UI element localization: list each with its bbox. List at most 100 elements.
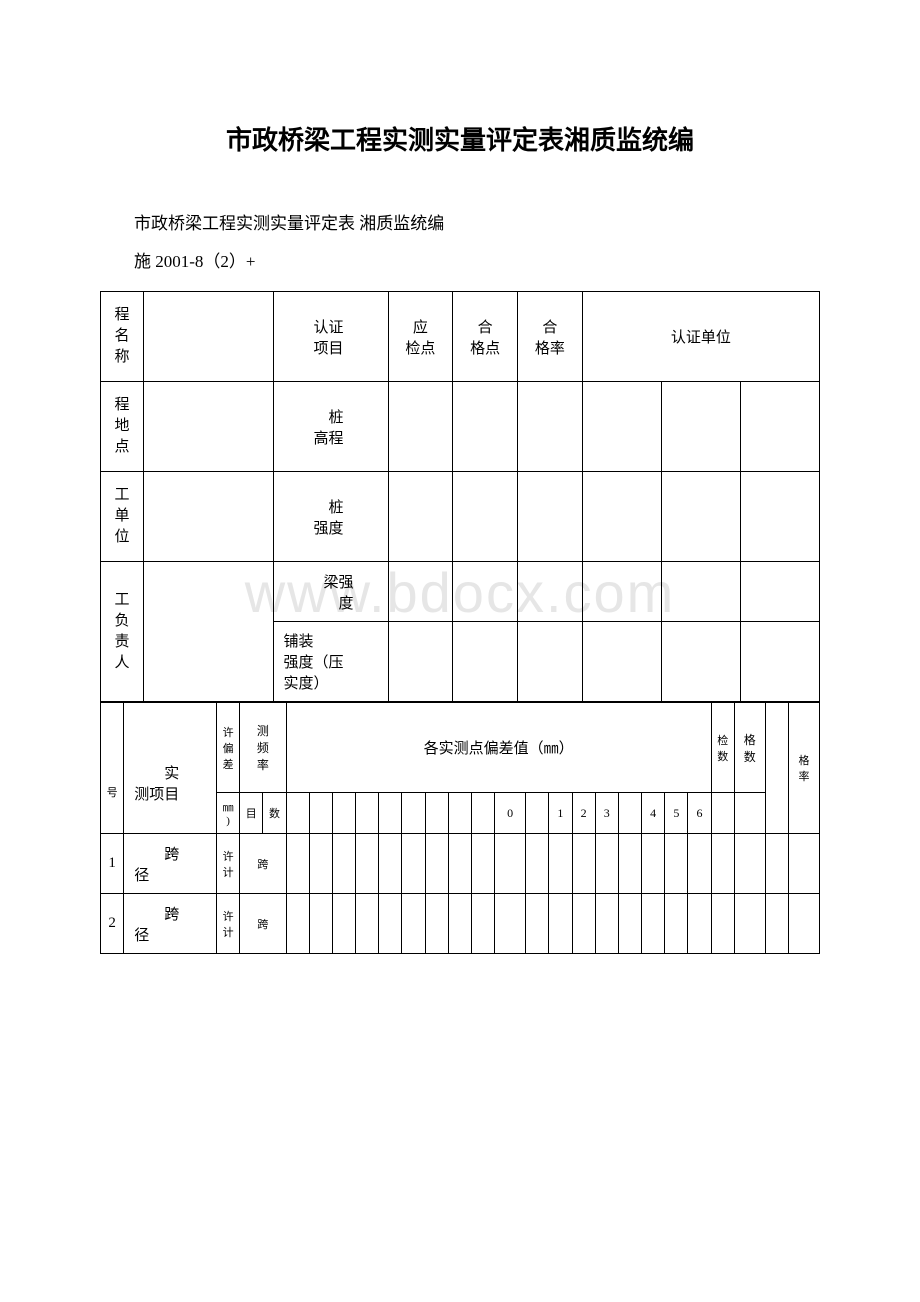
cell — [642, 894, 665, 954]
measurement-table: 号 实 测项目 许 偏 差 测 频 率 各实测点偏差值（㎜） 检 数 格 数 格… — [100, 702, 820, 954]
v6: 6 — [688, 793, 711, 834]
cell — [582, 382, 661, 472]
col-pass-rate: 格 率 — [788, 703, 819, 834]
cell — [572, 834, 595, 894]
cell — [642, 834, 665, 894]
cell — [388, 622, 453, 702]
cell — [572, 894, 595, 954]
cell — [688, 894, 711, 954]
label-beam-strength: 梁强 度 — [273, 562, 388, 622]
row1-freq: 跨 — [240, 834, 286, 894]
label-cert-unit: 认证单位 — [582, 292, 819, 382]
label-pile-strength: 桩 强度 — [273, 472, 388, 562]
v — [526, 793, 549, 834]
cell — [661, 382, 740, 472]
cell — [425, 894, 448, 954]
cell — [618, 894, 641, 954]
v5: 5 — [665, 793, 688, 834]
cell — [448, 834, 471, 894]
subtitle-line: 市政桥梁工程实测实量评定表 湘质监统编 — [100, 207, 820, 241]
cell — [595, 894, 618, 954]
row1-item: 跨 径 — [124, 834, 217, 894]
cell-project-location — [144, 382, 273, 472]
row2-no: 2 — [101, 894, 124, 954]
v — [472, 793, 495, 834]
cell — [788, 834, 819, 894]
v — [356, 793, 379, 834]
cell — [734, 894, 765, 954]
label-pass-rate: 合 格率 — [517, 292, 582, 382]
cell — [332, 894, 355, 954]
cell — [472, 894, 495, 954]
row1-dev: 许 计 — [216, 834, 239, 894]
cell — [526, 894, 549, 954]
cell — [711, 834, 734, 894]
sub-c: 数 — [263, 793, 286, 834]
row2-dev: 许 计 — [216, 894, 239, 954]
cell — [688, 834, 711, 894]
col-pass-rate-blank — [765, 703, 788, 834]
cell — [517, 472, 582, 562]
cell — [472, 834, 495, 894]
cell — [402, 834, 425, 894]
cell — [740, 622, 819, 702]
cell — [740, 472, 819, 562]
label-responsible: 工 负 责 人 — [101, 562, 144, 702]
cell — [765, 834, 788, 894]
v — [618, 793, 641, 834]
cell — [332, 834, 355, 894]
row2-item: 跨 径 — [124, 894, 217, 954]
v — [734, 793, 765, 834]
v1: 1 — [549, 793, 572, 834]
col-deviation: 许 偏 差 — [216, 703, 239, 793]
cell — [665, 834, 688, 894]
v — [425, 793, 448, 834]
v — [448, 793, 471, 834]
cell — [495, 834, 526, 894]
cell — [453, 622, 518, 702]
v — [309, 793, 332, 834]
cell — [661, 472, 740, 562]
cell — [582, 472, 661, 562]
cell — [734, 834, 765, 894]
cell — [765, 894, 788, 954]
cell — [388, 382, 453, 472]
col-item: 实 测项目 — [124, 703, 217, 834]
cell — [425, 834, 448, 894]
cell — [517, 622, 582, 702]
cell — [549, 894, 572, 954]
cell — [309, 894, 332, 954]
v0: 0 — [495, 793, 526, 834]
row1-no: 1 — [101, 834, 124, 894]
label-pile-elev: 桩 高程 — [273, 382, 388, 472]
cell — [388, 472, 453, 562]
v — [402, 793, 425, 834]
cell — [388, 562, 453, 622]
cell — [286, 894, 309, 954]
label-cert-item: 认证 项目 — [273, 292, 388, 382]
cell — [517, 562, 582, 622]
cell — [448, 894, 471, 954]
row2-freq: 跨 — [240, 894, 286, 954]
label-project-location: 程 地 点 — [101, 382, 144, 472]
document-title: 市政桥梁工程实测实量评定表湘质监统编 — [100, 120, 820, 157]
cell — [453, 562, 518, 622]
label-pass-points: 合 格点 — [453, 292, 518, 382]
col-check-count: 检 数 — [711, 703, 734, 793]
cell — [740, 562, 819, 622]
col-deviation-values: 各实测点偏差值（㎜） — [286, 703, 711, 793]
cell — [453, 382, 518, 472]
cell — [309, 834, 332, 894]
cell — [356, 894, 379, 954]
cell-project-name — [144, 292, 273, 382]
cell — [356, 834, 379, 894]
col-no: 号 — [101, 703, 124, 834]
label-construction-unit: 工 单 位 — [101, 472, 144, 562]
v4: 4 — [642, 793, 665, 834]
cell — [286, 834, 309, 894]
cell — [495, 894, 526, 954]
cell — [549, 834, 572, 894]
cell — [661, 562, 740, 622]
cell-construction-unit — [144, 472, 273, 562]
header-table: 程 名 称 认证 项目 应 检点 合 格点 合 格率 认证单位 程 地 点 桩 … — [100, 291, 820, 702]
